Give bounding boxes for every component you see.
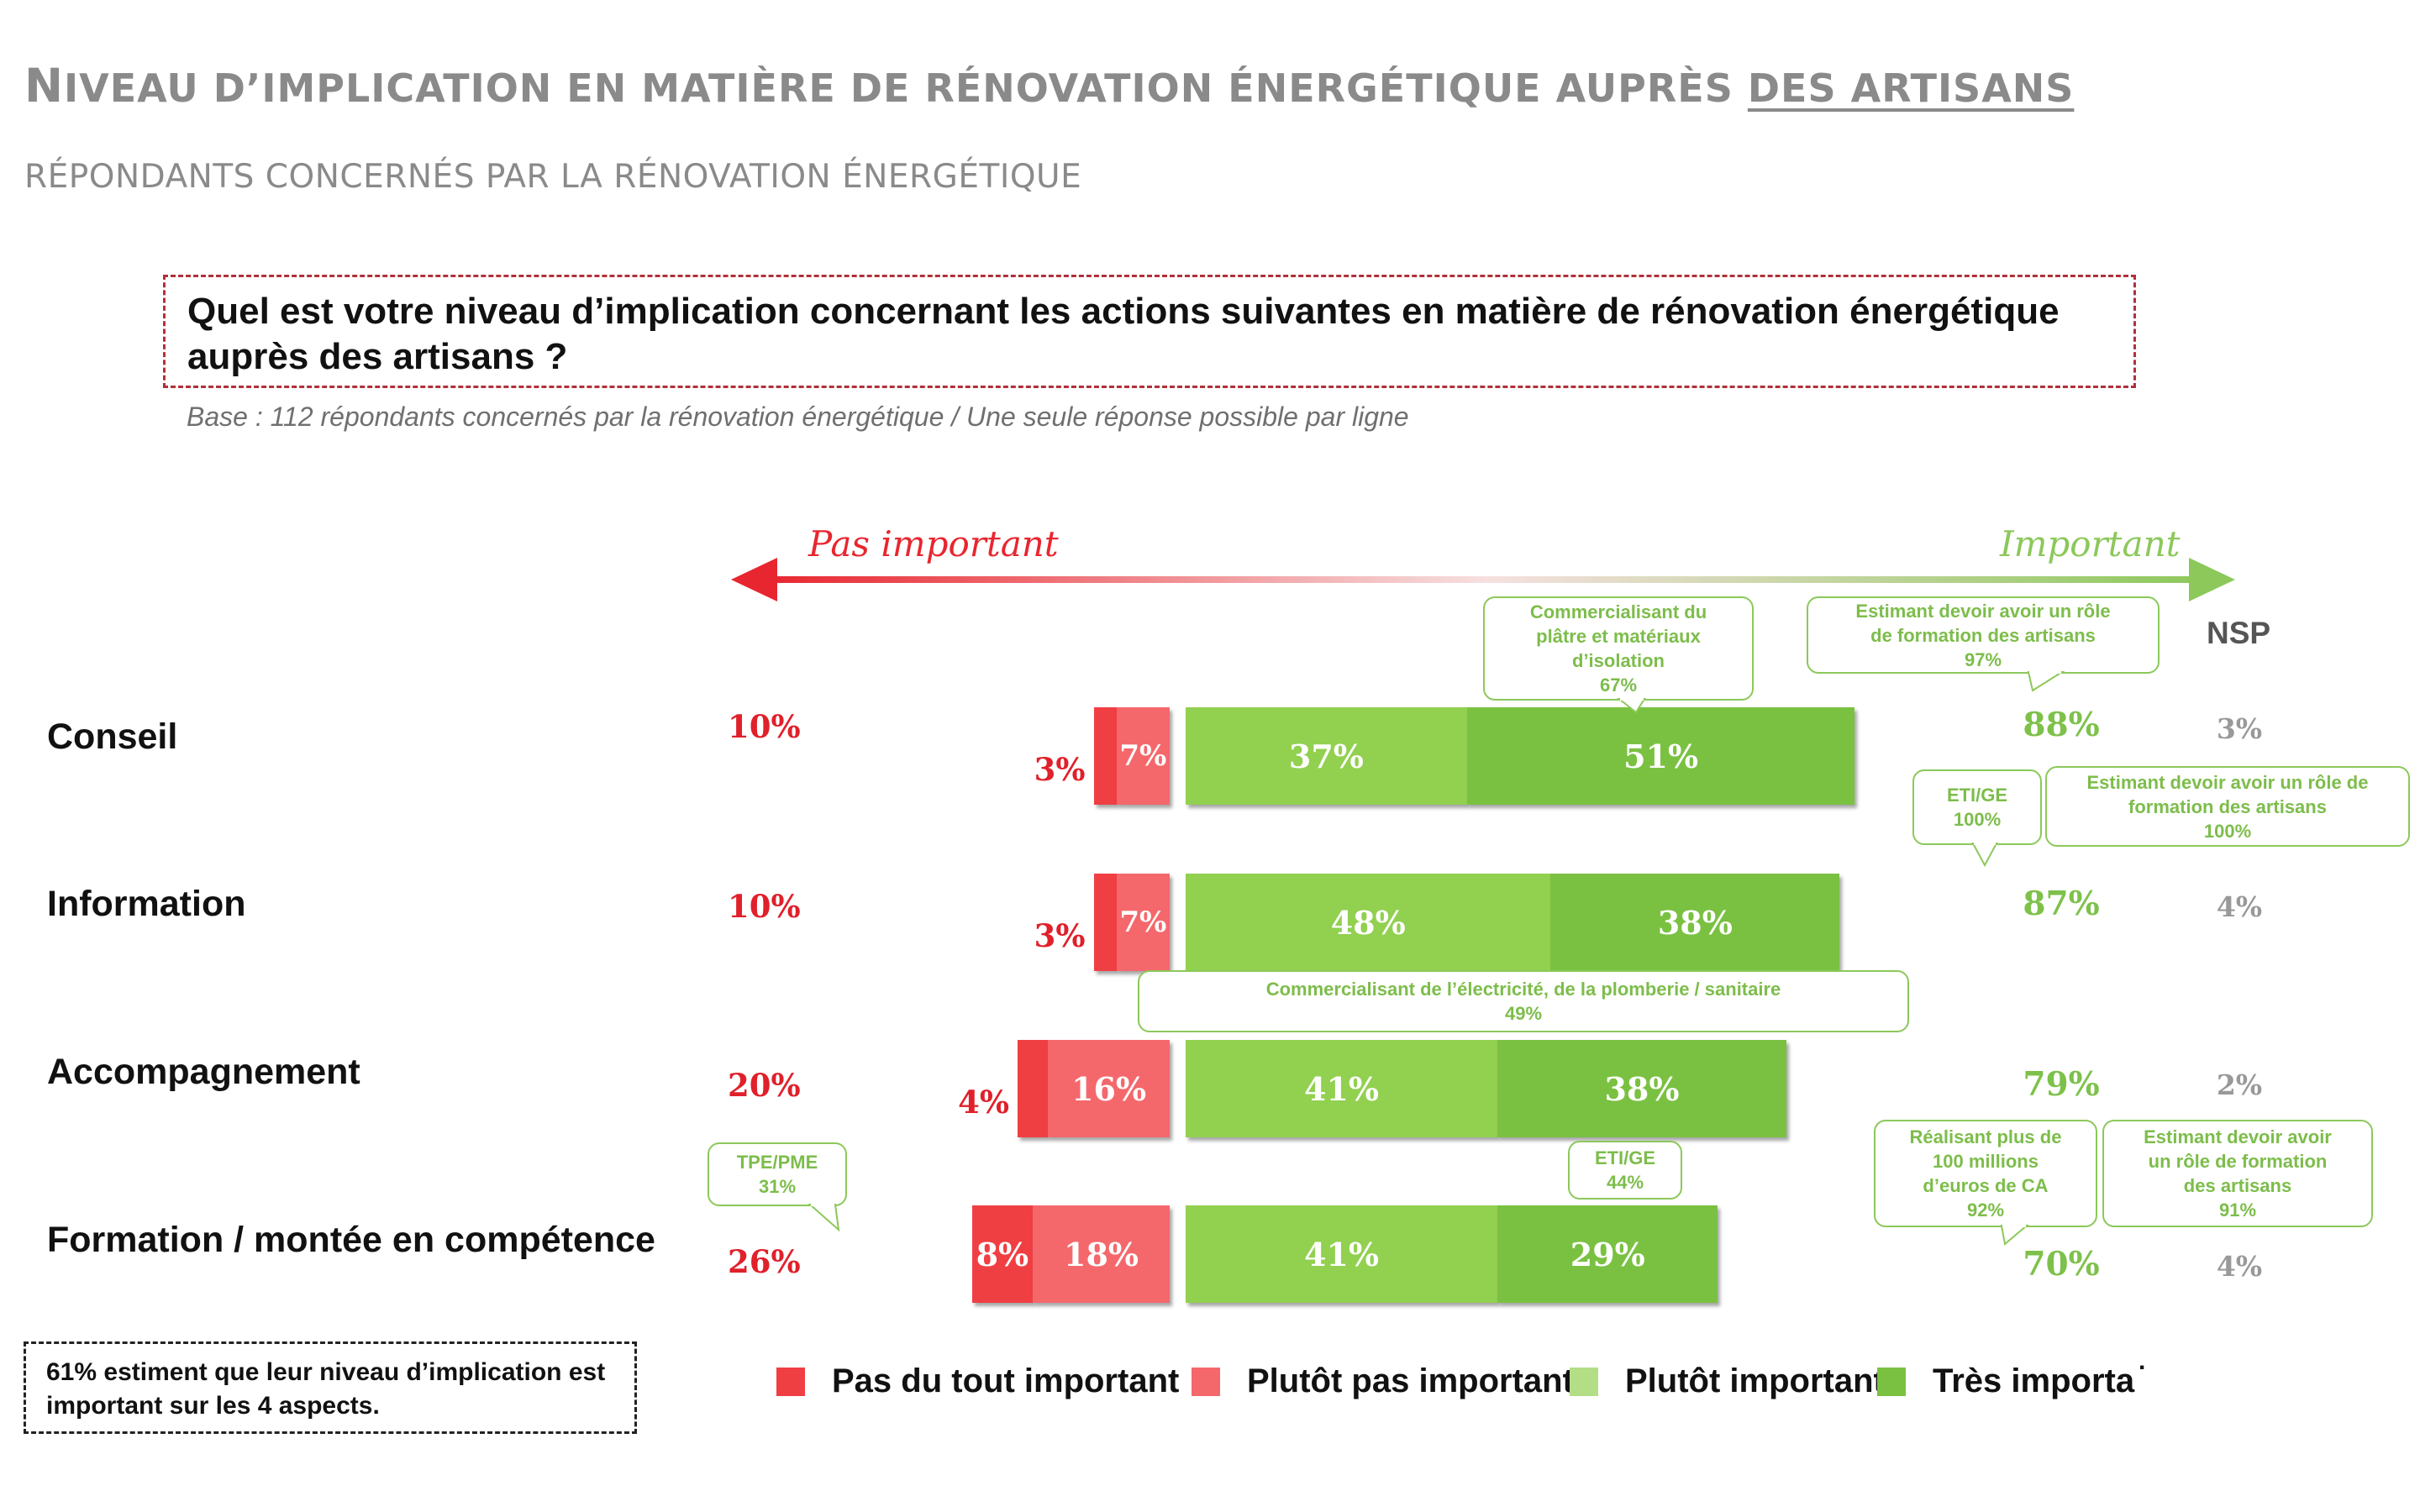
callout-formation-role: Estimant devoir avoir un rôle de formatio…: [2102, 1120, 2373, 1227]
bar-formation-series-2: 41%: [1186, 1205, 1498, 1303]
bar-information-series-0: [1093, 874, 1117, 971]
legend-item-plutot: Plutôt important: [1570, 1362, 1885, 1400]
nsp-accompagnement: 2%: [2216, 1068, 2263, 1101]
legend-swatch: [1877, 1367, 1906, 1396]
bar-information-series-2: 48%: [1186, 874, 1551, 971]
legend-item-tres: Très importa: [1877, 1362, 2134, 1400]
bar-formation-series-1: 18%: [1033, 1205, 1170, 1303]
row-label-conseil: Conseil: [47, 717, 178, 757]
callout-formation-ca: Réalisant plus de 100 millions d’euros de …: [1874, 1120, 2097, 1246]
legend-swatch: [1192, 1367, 1220, 1396]
callout-conseil-platre: Commercialisant du plâtre et matériaux d’i…: [1483, 596, 1754, 714]
total-not-important-information: 10%: [728, 888, 801, 925]
nsp-header: NSP: [2207, 616, 2271, 650]
nsp-information: 4%: [2216, 890, 2263, 923]
total-important-information: 87%: [2023, 885, 2100, 923]
total-not-important-formation: 26%: [728, 1243, 801, 1280]
bar-accompagnement-series-1: 16%: [1048, 1040, 1170, 1137]
bar-conseil-series-2: 37%: [1186, 707, 1467, 805]
callout-information-etige: ETI/GE 100%: [1912, 769, 2042, 868]
bar-accompagnement-series-2: 41%: [1186, 1040, 1498, 1137]
page-title: NIVEAU D’IMPLICATION EN MATIÈRE DE RÉNOV…: [24, 59, 2075, 113]
total-not-important-conseil: 10%: [728, 708, 801, 745]
question-box: Quel est votre niveau d’implication conc…: [163, 275, 2136, 388]
legend-trailing-mark: .: [2139, 1347, 2146, 1375]
total-important-conseil: 88%: [2023, 706, 2100, 744]
nsp-formation: 4%: [2216, 1250, 2263, 1283]
axis-right-label: Important: [2000, 523, 2181, 564]
row-label-formation: Formation / montée en compétence: [47, 1220, 655, 1260]
bar-label-conseil-series-0: 3%: [1034, 751, 1086, 788]
callout-conseil-formation: Estimant devoir avoir un rôle de formatio…: [1807, 596, 2160, 692]
bar-information-series-1: 7%: [1116, 874, 1170, 971]
legend-swatch: [776, 1367, 805, 1396]
total-important-accompagnement: 79%: [2023, 1065, 2100, 1104]
bar-accompagnement-series-3: 38%: [1497, 1040, 1786, 1137]
row-label-accompagnement: Accompagnement: [47, 1052, 360, 1092]
bar-conseil-series-3: 51%: [1466, 707, 1855, 805]
legend-swatch: [1570, 1367, 1598, 1396]
axis-left-label: Pas important: [808, 523, 1059, 564]
callout-accompagnement-electricite: Commercialisant de l’électricité, de la …: [1138, 970, 1909, 1032]
page-subtitle: RÉPONDANTS CONCERNÉS PAR LA RÉNOVATION É…: [24, 158, 1082, 196]
total-important-formation: 70%: [2023, 1245, 2100, 1284]
row-label-information: Information: [47, 884, 246, 924]
legend: Pas du tout important Plutôt pas importa…: [0, 1347, 2420, 1404]
bar-accompagnement-series-0: [1018, 1040, 1049, 1137]
base-note: Base : 112 répondants concernés par la r…: [187, 402, 1409, 432]
bar-conseil-series-1: 7%: [1116, 707, 1170, 805]
legend-item-pas-du-tout: Pas du tout important: [776, 1362, 1179, 1400]
total-not-important-accompagnement: 20%: [728, 1067, 801, 1104]
nsp-conseil: 3%: [2216, 712, 2263, 745]
callout-formation-tpepme: TPE/PME 31%: [708, 1142, 847, 1232]
bar-formation-series-0: 8%: [971, 1205, 1034, 1303]
legend-item-plutot-pas: Plutôt pas important: [1192, 1362, 1574, 1400]
bar-information-series-3: 38%: [1550, 874, 1840, 971]
bar-formation-series-3: 29%: [1497, 1205, 1718, 1303]
bar-conseil-series-0: [1093, 707, 1117, 805]
bar-label-accompagnement-series-0: 4%: [958, 1084, 1009, 1121]
summary-note: 61% estiment que leur niveau d’implicati…: [24, 1341, 637, 1434]
title-underlined: DES ARTISANS: [1747, 66, 2075, 111]
bar-label-information-series-0: 3%: [1034, 917, 1086, 954]
callout-information-formation: Estimant devoir avoir un rôle de formatio…: [2045, 766, 2410, 847]
importance-axis-arrow: [731, 558, 2235, 601]
callout-formation-etige: ETI/GE 44%: [1568, 1141, 1682, 1200]
